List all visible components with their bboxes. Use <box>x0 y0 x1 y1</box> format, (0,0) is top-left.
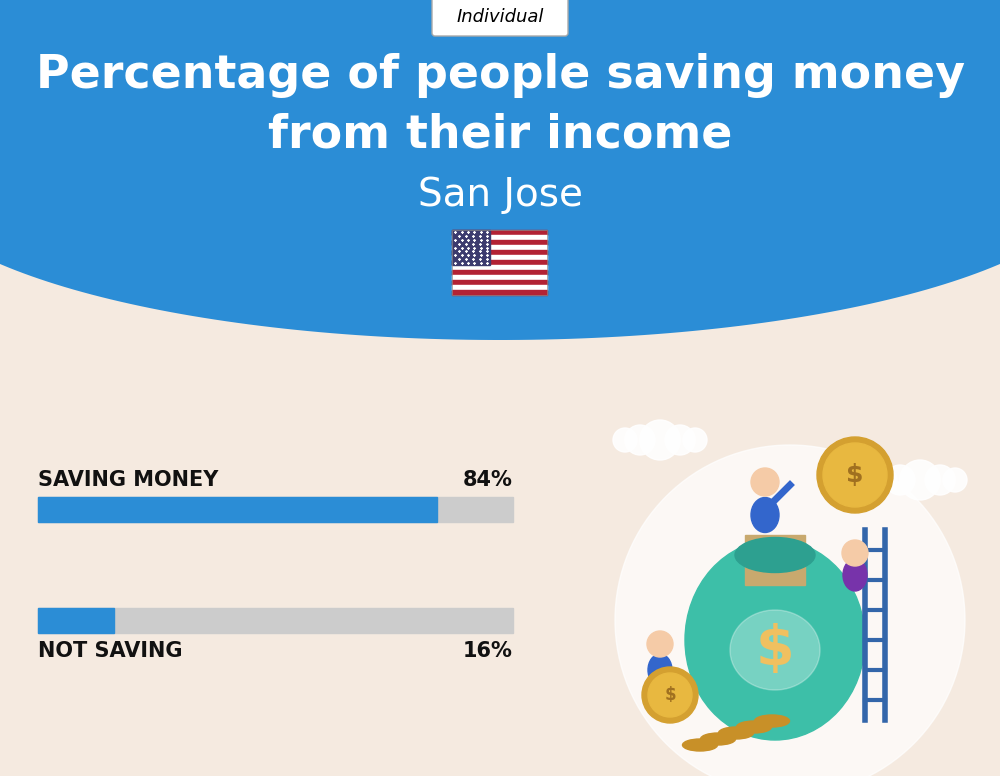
Circle shape <box>665 425 695 455</box>
Ellipse shape <box>685 540 865 740</box>
PathPatch shape <box>0 0 1000 340</box>
Ellipse shape <box>843 559 867 591</box>
Circle shape <box>925 465 955 495</box>
Bar <box>452 285 547 290</box>
Circle shape <box>640 420 680 460</box>
Circle shape <box>817 437 893 513</box>
Bar <box>452 240 547 245</box>
Bar <box>452 245 547 250</box>
Circle shape <box>842 540 868 566</box>
Ellipse shape <box>751 497 779 532</box>
Bar <box>452 270 547 275</box>
Ellipse shape <box>736 721 772 733</box>
Circle shape <box>613 428 637 452</box>
Bar <box>38 608 114 633</box>
Bar <box>452 235 547 240</box>
Circle shape <box>647 631 673 657</box>
Text: NOT SAVING: NOT SAVING <box>38 641 182 661</box>
Text: from their income: from their income <box>268 113 732 158</box>
Ellipse shape <box>735 538 815 573</box>
Bar <box>452 275 547 280</box>
Bar <box>452 230 490 265</box>
Ellipse shape <box>700 733 736 745</box>
Text: San Jose: San Jose <box>418 176 582 214</box>
Text: Percentage of people saving money: Percentage of people saving money <box>36 53 964 98</box>
Bar <box>452 255 547 260</box>
Circle shape <box>885 465 915 495</box>
Bar <box>452 250 547 255</box>
Circle shape <box>943 468 967 492</box>
Bar <box>452 280 547 285</box>
Bar <box>452 260 547 265</box>
Bar <box>452 230 547 295</box>
Text: Individual: Individual <box>456 9 544 26</box>
FancyBboxPatch shape <box>432 0 568 36</box>
Bar <box>745 535 805 585</box>
Circle shape <box>751 468 779 496</box>
Bar <box>452 290 547 295</box>
Text: SAVING MONEY: SAVING MONEY <box>38 470 218 490</box>
Bar <box>452 265 547 270</box>
Ellipse shape <box>755 715 790 727</box>
Circle shape <box>823 443 887 507</box>
Circle shape <box>873 468 897 492</box>
Bar <box>38 497 437 522</box>
Circle shape <box>615 445 965 776</box>
Circle shape <box>642 667 698 723</box>
Text: $: $ <box>756 623 794 677</box>
Circle shape <box>900 460 940 500</box>
Text: $: $ <box>846 463 864 487</box>
Bar <box>38 497 513 522</box>
Text: 84%: 84% <box>463 470 513 490</box>
Circle shape <box>648 673 692 717</box>
Bar <box>452 230 547 235</box>
Text: 16%: 16% <box>463 641 513 661</box>
Ellipse shape <box>718 727 754 739</box>
Bar <box>38 608 513 633</box>
Ellipse shape <box>730 610 820 690</box>
Text: $: $ <box>664 686 676 704</box>
Circle shape <box>683 428 707 452</box>
Circle shape <box>625 425 655 455</box>
Ellipse shape <box>682 739 718 751</box>
Ellipse shape <box>648 654 672 686</box>
